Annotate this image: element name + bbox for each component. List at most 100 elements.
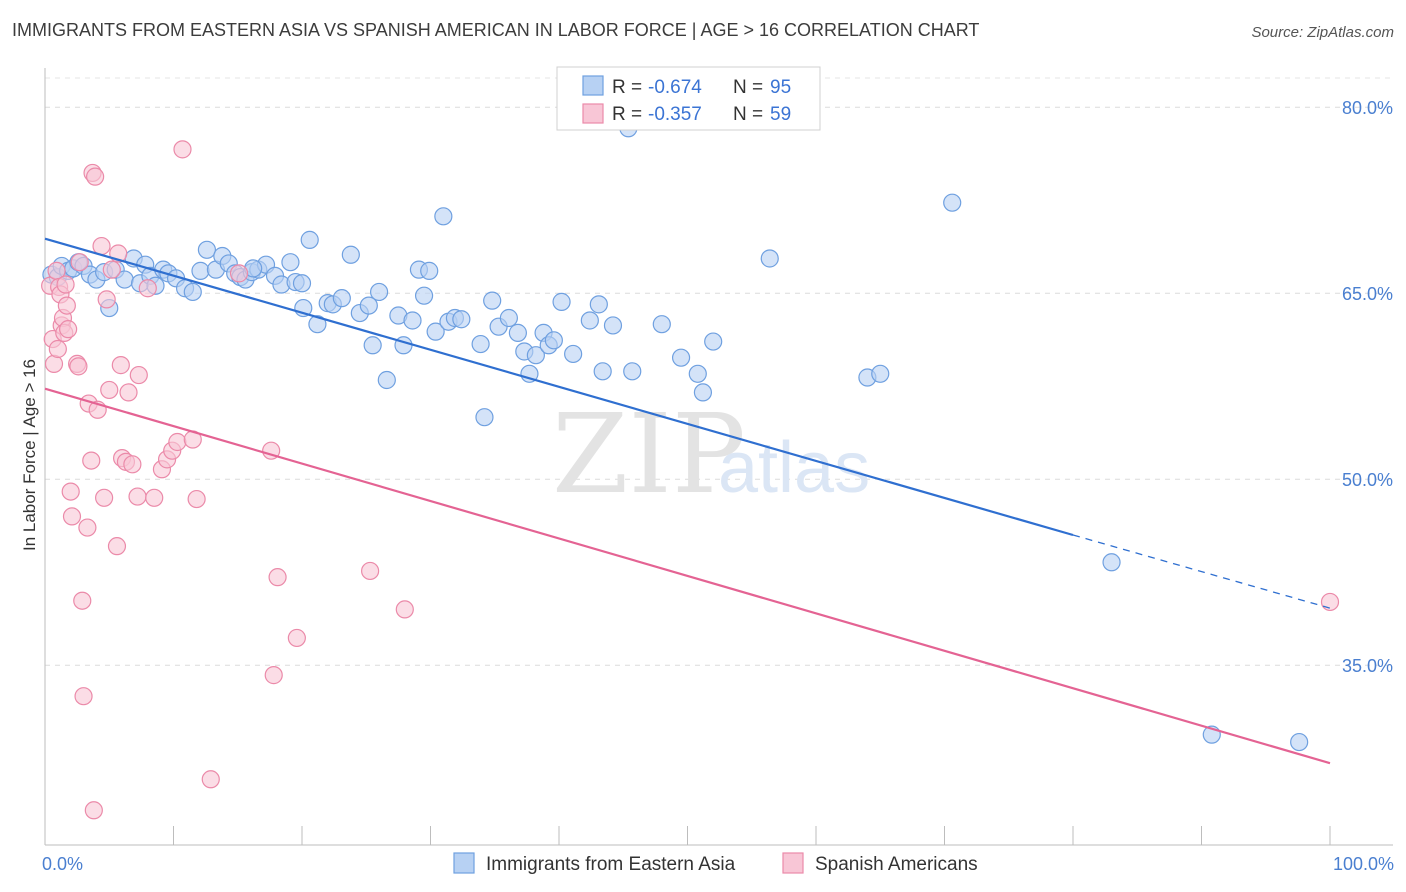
legend-swatch-spanish-american xyxy=(782,852,804,874)
stats-legend-n-label-2: N = xyxy=(733,104,763,125)
data-point xyxy=(420,261,439,280)
y-tick-label: 80.0% xyxy=(1342,98,1393,118)
data-point xyxy=(187,489,206,509)
data-point xyxy=(544,331,563,350)
data-point xyxy=(95,488,114,507)
stats-legend: R = -0.674 N = 95 R = -0.357 N = 59 xyxy=(556,66,821,131)
data-point xyxy=(564,344,583,364)
data-point xyxy=(526,346,545,365)
data-point xyxy=(403,311,422,330)
chart-title: IMMIGRANTS FROM EASTERN ASIA VS SPANISH … xyxy=(12,20,980,40)
data-point xyxy=(300,230,319,249)
stats-legend-r-label-2: R = xyxy=(612,104,642,125)
data-point xyxy=(580,311,599,330)
legend-label-spanish-american: Spanish Americans xyxy=(815,854,978,875)
watermark-zip: ZIP xyxy=(552,390,746,518)
data-point xyxy=(44,354,64,373)
data-point xyxy=(508,323,527,342)
data-point xyxy=(341,245,360,264)
series-spanish-american-points xyxy=(41,140,1340,820)
data-point xyxy=(589,295,608,314)
data-point xyxy=(499,308,518,328)
data-point xyxy=(452,310,471,329)
data-point xyxy=(414,286,434,305)
data-point xyxy=(475,408,494,427)
data-point xyxy=(593,362,612,381)
data-point xyxy=(84,801,103,820)
data-point xyxy=(100,380,119,400)
data-point xyxy=(688,364,707,383)
x-tick-max: 100.0% xyxy=(1333,854,1394,874)
data-point xyxy=(1320,592,1340,612)
data-point xyxy=(56,275,75,294)
trend-line-spanish-american xyxy=(44,387,1331,765)
data-point xyxy=(623,362,642,381)
data-point xyxy=(73,591,92,610)
data-point xyxy=(168,432,187,452)
data-point xyxy=(434,207,453,226)
data-point xyxy=(191,261,210,280)
data-point xyxy=(82,451,101,470)
data-point xyxy=(123,455,142,474)
data-point xyxy=(603,316,623,335)
stats-legend-n-value-2: 59 xyxy=(770,104,791,125)
data-point xyxy=(197,240,217,259)
data-point xyxy=(264,666,283,685)
y-tick-label: 50.0% xyxy=(1342,470,1393,490)
grid-lines xyxy=(45,77,1393,666)
trend-line-eastern-asia xyxy=(44,237,1074,537)
data-point xyxy=(704,332,723,351)
data-point xyxy=(359,296,378,315)
data-point xyxy=(361,561,380,581)
data-point xyxy=(173,140,192,159)
legend-label-eastern-asia: Immigrants from Eastern Asia xyxy=(486,854,736,875)
data-point xyxy=(57,296,76,315)
data-point xyxy=(70,253,89,272)
legend-swatch-eastern-asia xyxy=(453,852,475,874)
y-tick-label: 65.0% xyxy=(1342,284,1393,304)
watermark: ZIP atlas xyxy=(552,390,870,518)
data-point xyxy=(92,236,111,256)
data-point xyxy=(62,507,82,526)
data-point xyxy=(59,320,78,339)
data-point xyxy=(102,260,121,279)
data-point xyxy=(268,568,287,587)
data-point xyxy=(74,687,93,706)
data-point xyxy=(363,336,382,355)
data-point xyxy=(111,356,130,375)
trend-line-eastern-asia-extension xyxy=(1072,534,1331,609)
data-point xyxy=(552,292,571,311)
data-point xyxy=(48,339,67,359)
data-point xyxy=(61,482,80,501)
data-point xyxy=(395,600,414,619)
data-point xyxy=(370,282,389,302)
data-point xyxy=(426,322,445,341)
data-point xyxy=(693,383,713,402)
series-legend: Immigrants from Eastern Asia Spanish Ame… xyxy=(453,852,978,875)
data-point xyxy=(78,518,97,537)
data-point xyxy=(471,334,490,354)
data-point xyxy=(652,315,671,334)
data-point xyxy=(201,770,220,789)
stats-legend-n-value-1: 95 xyxy=(770,77,791,98)
data-point xyxy=(145,488,164,507)
stats-legend-swatch-pink xyxy=(582,103,604,124)
data-point xyxy=(1102,553,1121,572)
stats-legend-r-label-1: R = xyxy=(612,77,642,98)
data-point xyxy=(332,289,351,308)
data-point xyxy=(308,315,327,334)
data-point xyxy=(377,370,396,390)
data-point xyxy=(69,357,88,376)
data-point xyxy=(183,282,202,302)
source-label: Source: ZipAtlas.com xyxy=(1251,24,1394,41)
data-point xyxy=(86,167,105,186)
stats-legend-r-value-2: -0.357 xyxy=(648,104,702,125)
data-point xyxy=(129,365,148,385)
data-point xyxy=(107,537,127,556)
stats-legend-n-label-1: N = xyxy=(733,77,763,98)
data-point xyxy=(128,487,147,506)
data-point xyxy=(943,193,962,212)
data-point xyxy=(138,279,157,298)
data-point xyxy=(483,291,502,310)
